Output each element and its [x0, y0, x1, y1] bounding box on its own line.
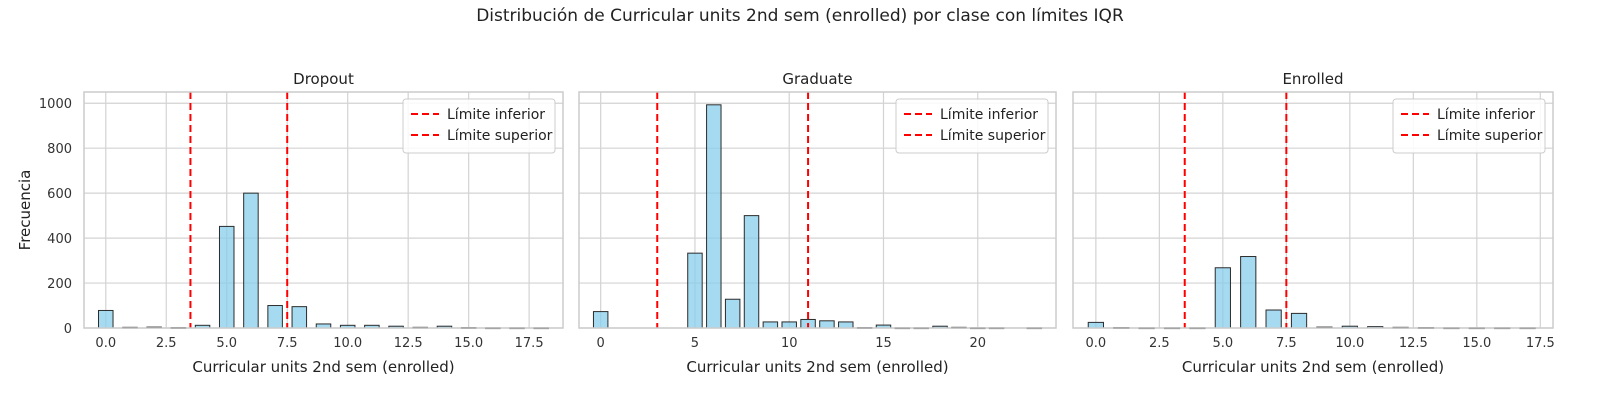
- y-tick-label: 1000: [39, 97, 72, 112]
- y-tick-label: 400: [47, 232, 72, 247]
- histogram-bar: [762, 321, 779, 329]
- legend: Límite inferior Límite superior: [1392, 98, 1546, 154]
- x-tick-label: 12.5: [394, 336, 423, 351]
- histogram-bar: [706, 104, 722, 329]
- x-tick-label: 15: [875, 336, 892, 351]
- y-axis-label: Frecuencia: [16, 170, 34, 251]
- x-tick-label: 2.5: [156, 336, 177, 351]
- legend: Límite inferior Límite superior: [402, 98, 556, 154]
- axes-frame: [578, 91, 1057, 329]
- legend-box: [402, 98, 556, 154]
- legend-label: Límite inferior: [940, 107, 1038, 123]
- x-tick-label: 10.0: [333, 336, 362, 351]
- subplot-enrolled: Enrolled 0.0 2.5 5.0 7.5 10.0 12.5 15.0 17.5 Curr…: [1072, 70, 1555, 376]
- x-tick-label: 5: [691, 336, 699, 351]
- x-tick-label: 10: [781, 336, 798, 351]
- histogram-bar: [243, 192, 259, 329]
- x-tick-label: 5.0: [1212, 336, 1233, 351]
- y-tick-label: 600: [47, 187, 72, 202]
- legend-label: Límite superior: [1437, 128, 1543, 144]
- subplot-title: Graduate: [782, 70, 852, 88]
- x-tick-label: 0: [597, 336, 605, 351]
- x-tick-label: 5.0: [216, 336, 237, 351]
- legend-label: Límite inferior: [447, 107, 545, 123]
- x-axis-label: Curricular units 2nd sem (enrolled): [1182, 358, 1444, 376]
- histogram-bar: [592, 311, 609, 329]
- histogram-bar: [291, 306, 308, 329]
- x-axis-label: Curricular units 2nd sem (enrolled): [192, 358, 454, 376]
- x-tick-label: 17.5: [515, 336, 544, 351]
- histogram-bar: [743, 215, 760, 329]
- histogram-bar: [819, 320, 835, 329]
- subplot-title: Enrolled: [1282, 70, 1343, 88]
- y-tick-label: 200: [47, 277, 72, 292]
- histogram-bar: [687, 252, 703, 329]
- x-tick-label: 10.0: [1335, 336, 1364, 351]
- subplot-dropout: Dropout 0.0 2.5 5.0 7.5 10.0 12.5 15.0 17.5 Curri…: [16, 70, 564, 376]
- x-axis-label: Curricular units 2nd sem (enrolled): [686, 358, 948, 376]
- legend-label: Límite superior: [447, 128, 553, 144]
- subplot-title: Dropout: [293, 70, 354, 88]
- histogram-bar: [724, 298, 741, 329]
- x-tick-label: 15.0: [1462, 336, 1491, 351]
- histogram-bar: [1290, 312, 1308, 329]
- x-tick-label: 0.0: [1086, 336, 1107, 351]
- legend-label: Límite superior: [940, 128, 1046, 144]
- x-tick-label: 7.5: [277, 336, 298, 351]
- x-tick-label: 20: [969, 336, 986, 351]
- histogram-bar: [1087, 321, 1104, 329]
- figure-suptitle: Distribución de Curricular units 2nd sem…: [476, 6, 1124, 26]
- legend-label: Límite inferior: [1437, 107, 1535, 123]
- histogram-bar: [267, 305, 283, 329]
- y-tick-label: 0: [64, 322, 72, 337]
- x-tick-label: 0.0: [95, 336, 116, 351]
- histogram-bar: [1265, 309, 1282, 329]
- histogram-bar: [98, 309, 114, 329]
- x-tick-label: 15.0: [454, 336, 483, 351]
- legend-box: [895, 98, 1049, 154]
- histogram-bar: [218, 225, 235, 329]
- histogram-bar: [1214, 267, 1231, 329]
- subplot-graduate: Graduate 0 5 10 15 20 Curricular units 2nd sem…: [578, 70, 1057, 376]
- histogram-bar: [781, 321, 797, 329]
- x-tick-label: 7.5: [1276, 336, 1297, 351]
- histogram-bar: [838, 321, 854, 329]
- x-tick-label: 2.5: [1149, 336, 1170, 351]
- x-tick-label: 12.5: [1399, 336, 1428, 351]
- y-tick-label: 800: [47, 142, 72, 157]
- axes-frame: [83, 91, 564, 329]
- histogram-bar: [1240, 256, 1257, 329]
- legend: Límite inferior Límite superior: [895, 98, 1049, 154]
- legend-box: [1392, 98, 1546, 154]
- x-tick-label: 17.5: [1526, 336, 1555, 351]
- axes-frame: [1072, 91, 1554, 329]
